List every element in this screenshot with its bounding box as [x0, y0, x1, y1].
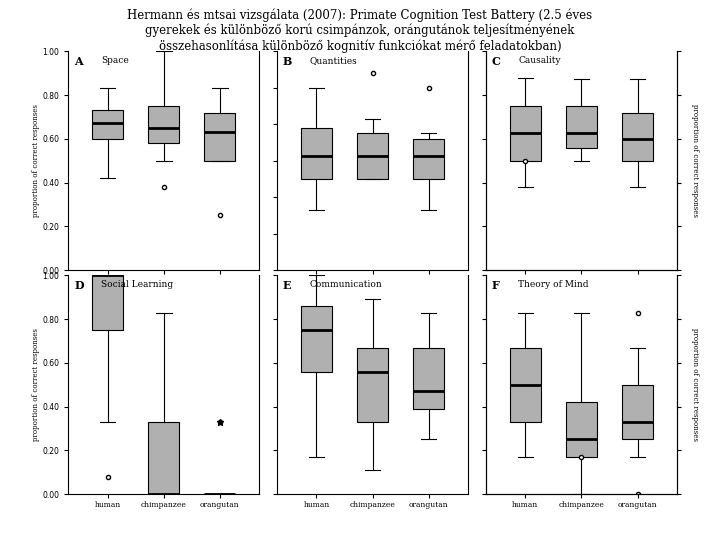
- PathPatch shape: [148, 106, 179, 143]
- Text: B: B: [283, 56, 292, 66]
- Text: C: C: [492, 56, 500, 66]
- PathPatch shape: [510, 348, 541, 422]
- Text: Quantities: Quantities: [310, 56, 357, 65]
- Text: Theory of Mind: Theory of Mind: [518, 280, 589, 289]
- Text: A: A: [74, 56, 83, 66]
- PathPatch shape: [92, 275, 123, 330]
- Text: F: F: [492, 280, 500, 291]
- Y-axis label: proportion of correct responses: proportion of correct responses: [32, 104, 40, 217]
- Text: Social Learning: Social Learning: [101, 280, 173, 289]
- PathPatch shape: [566, 402, 597, 457]
- PathPatch shape: [622, 112, 653, 160]
- Text: Causality: Causality: [518, 56, 561, 65]
- Text: Hermann és mtsai vizsgálata (2007): Primate Cognition Test Battery (2.5 éves
gye: Hermann és mtsai vizsgálata (2007): Prim…: [127, 8, 593, 53]
- PathPatch shape: [301, 306, 332, 372]
- PathPatch shape: [510, 106, 541, 160]
- PathPatch shape: [413, 348, 444, 409]
- PathPatch shape: [566, 106, 597, 147]
- PathPatch shape: [301, 128, 332, 179]
- Y-axis label: proportion of correct responses: proportion of correct responses: [691, 104, 699, 217]
- PathPatch shape: [413, 139, 444, 179]
- Y-axis label: proportion of correct responses: proportion of correct responses: [32, 328, 40, 441]
- Text: D: D: [74, 280, 84, 291]
- PathPatch shape: [357, 348, 388, 422]
- PathPatch shape: [622, 384, 653, 440]
- Text: Space: Space: [101, 56, 129, 65]
- PathPatch shape: [204, 112, 235, 160]
- PathPatch shape: [148, 422, 179, 494]
- Text: Communication: Communication: [310, 280, 382, 289]
- PathPatch shape: [92, 110, 123, 139]
- Text: E: E: [283, 280, 292, 291]
- Y-axis label: proportion of correct responses: proportion of correct responses: [691, 328, 699, 441]
- PathPatch shape: [357, 133, 388, 179]
